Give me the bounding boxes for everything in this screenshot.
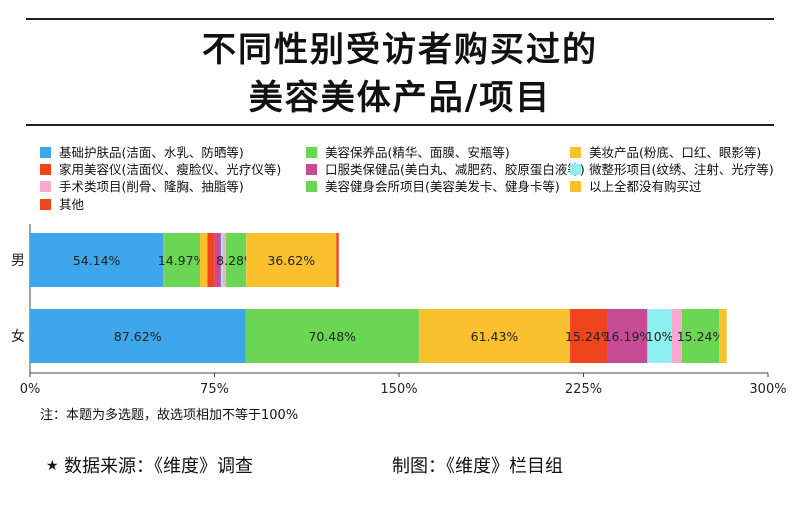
title-rule-top (26, 18, 774, 20)
x-tick-label: 150% (380, 382, 417, 397)
legend-swatch-series-8 (570, 181, 581, 192)
legend-label-series-7: 美容健身会所项目(美容美发卡、健身卡等) (325, 179, 560, 194)
bar-series-9-0 (336, 233, 339, 287)
bar-series-5-0 (220, 233, 223, 287)
x-tick-label: 75% (200, 382, 229, 397)
bar-series-4-0 (214, 233, 221, 287)
legend-swatch-series-7 (306, 181, 317, 192)
bar-series-5-1 (647, 309, 672, 363)
category-label: 女 (11, 328, 25, 345)
bar-series-3-1 (570, 309, 608, 363)
chart-credit: 制图：《维度》栏目组 (392, 456, 563, 477)
legend-swatch-series-2 (570, 147, 581, 158)
data-source: ★ 数据来源：《维度》调查 (46, 452, 253, 478)
category-label: 男 (11, 253, 25, 269)
bar-series-1-1 (245, 309, 419, 363)
x-tick-label: 300% (749, 382, 786, 397)
x-tick-label: 0% (20, 382, 41, 397)
legend-label-series-8: 以上全都没有购买过 (589, 179, 702, 194)
x-tick-label: 225% (565, 382, 602, 397)
legend-label-series-1: 美容保养品(精华、面膜、安瓶等) (325, 145, 510, 160)
legend-label-series-0: 基础护肤品(洁面、水乳、防晒等) (59, 145, 244, 160)
chart-title-line1: 不同性别受访者购买过的 (202, 30, 598, 70)
legend-swatch-series-5 (570, 164, 581, 175)
bar-series-3-0 (207, 233, 215, 287)
legend-swatch-series-0 (40, 147, 51, 158)
data-label: 87.62% (114, 329, 162, 344)
bar-series-2-1 (418, 309, 571, 363)
data-label: 14.97% (158, 253, 206, 268)
bar-series-8-0 (246, 233, 337, 287)
bar-series-7-1 (681, 309, 720, 363)
data-label: 70.48% (308, 329, 356, 344)
legend-swatch-series-6 (40, 181, 51, 192)
bar-series-2-0 (200, 233, 208, 287)
legend-label-series-6: 手术类项目(削骨、隆胸、抽脂等) (59, 179, 244, 194)
legend-label-series-9: 其他 (59, 197, 85, 212)
legend-label-series-5: 微整形项目(纹绣、注射、光疗等) (589, 162, 774, 177)
data-label: 61.43% (471, 329, 519, 344)
data-label: 54.14% (73, 253, 121, 268)
bar-series-0-1 (30, 309, 246, 363)
legend-label-series-3: 家用美容仪(洁面仪、瘦脸仪、光疗仪等) (59, 162, 281, 177)
data-label: 16.19% (604, 329, 652, 344)
bar-series-8-1 (719, 309, 727, 363)
title-rule-bottom (26, 124, 774, 126)
bar-series-7-0 (225, 233, 247, 287)
legend-swatch-series-9 (40, 199, 51, 210)
legend-swatch-series-3 (40, 164, 51, 175)
bar-series-1-0 (163, 233, 201, 287)
legend-label-series-4: 口服类保健品(美白丸、减肥药、胶原蛋白液等) (325, 162, 585, 177)
data-label: 15.24% (565, 329, 613, 344)
bar-series-6-0 (222, 233, 226, 287)
bar-series-6-1 (671, 309, 682, 363)
data-label: 15.24% (677, 329, 725, 344)
bar-series-4-1 (607, 309, 648, 363)
data-label: 36.62% (267, 253, 315, 268)
chart-footnote: 注：本题为多选题，故选项相加不等于100% (40, 408, 299, 423)
legend-swatch-series-4 (306, 164, 317, 175)
legend-label-series-2: 美妆产品(粉底、口红、眼影等) (589, 145, 761, 160)
data-label: 8.28% (216, 253, 256, 268)
data-label: 10% (646, 329, 674, 344)
chart-title-line2: 美容美体产品/项目 (248, 78, 552, 118)
legend-swatch-series-1 (306, 147, 317, 158)
data-source-text: 数据来源：《维度》调查 (64, 456, 253, 477)
bar-series-0-0 (30, 233, 164, 287)
star-icon: ★ (46, 458, 59, 474)
